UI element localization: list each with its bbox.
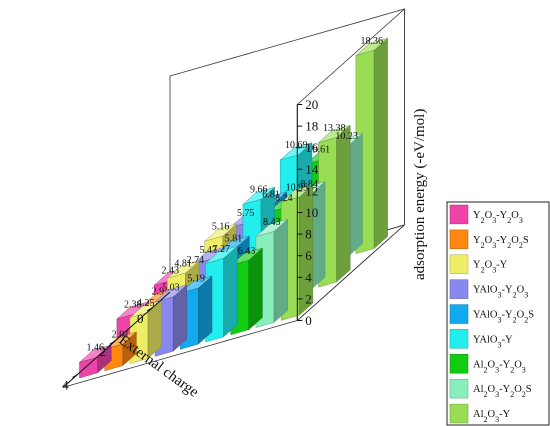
legend-label: Al2O3-Y2O3 bbox=[473, 359, 526, 374]
x-tick-label: 0 bbox=[137, 311, 144, 326]
x-tick bbox=[147, 307, 153, 312]
legend-swatch bbox=[449, 254, 469, 274]
legend-item: Y2O3-Y2O3 bbox=[449, 204, 523, 225]
data-label: 6.43 bbox=[238, 246, 256, 257]
legend-item: Al2O3-Y bbox=[449, 403, 511, 424]
legend-swatch bbox=[449, 279, 469, 299]
data-label: 6.81 bbox=[262, 189, 280, 200]
data-label: 5.03 bbox=[162, 283, 180, 294]
bar-top bbox=[180, 275, 213, 294]
z-tick-label: 14 bbox=[305, 162, 319, 177]
bar-top bbox=[230, 247, 263, 266]
legend-item: Al2O3-Y2O3 bbox=[449, 354, 526, 374]
data-label: 2.01 bbox=[112, 330, 130, 341]
legend-label: Y2O3-Y bbox=[473, 260, 508, 275]
z-tick-label: 18 bbox=[305, 119, 318, 134]
data-label: 2.43 bbox=[161, 266, 179, 277]
legend-swatch bbox=[449, 204, 469, 225]
data-label: 10.69 bbox=[285, 140, 308, 151]
bar-top bbox=[104, 331, 137, 350]
data-label: 1.46 bbox=[87, 343, 105, 354]
bar-top bbox=[255, 219, 288, 237]
bar-side bbox=[373, 37, 388, 249]
data-label: 5.75 bbox=[237, 208, 255, 219]
data-label: 13.38 bbox=[323, 123, 346, 134]
data-label: 18.36 bbox=[361, 36, 384, 47]
bar-top bbox=[318, 125, 351, 143]
legend-label: YAlO3-Y2O3 bbox=[473, 285, 528, 300]
bar-top bbox=[129, 300, 162, 318]
legend-item: YAlO3-Y2O2S bbox=[449, 304, 534, 325]
legend-label: YAlO3-Y bbox=[473, 334, 513, 349]
data-label: 8.84 bbox=[300, 179, 318, 190]
data-label: 10.23 bbox=[335, 131, 358, 142]
bar-top bbox=[355, 38, 388, 56]
bar-side bbox=[223, 245, 238, 338]
data-label: 7.27 bbox=[213, 244, 231, 255]
x-tick-label: 4 bbox=[62, 378, 69, 393]
z-tick-label: 2 bbox=[305, 291, 312, 306]
bar-top bbox=[116, 301, 149, 320]
z-axis-title: adsorption energy (-eV/mol) bbox=[412, 109, 428, 280]
bar-top bbox=[192, 247, 225, 265]
x-tick bbox=[72, 374, 78, 378]
x-tick-label: 2 bbox=[100, 344, 107, 359]
legend-swatch bbox=[449, 354, 469, 374]
bar bbox=[79, 344, 112, 379]
legend-label: YAlO3-Y2O2S bbox=[473, 310, 534, 325]
z-tick-label: 8 bbox=[305, 227, 312, 242]
data-label: 9.66 bbox=[250, 185, 268, 196]
legend-item: Y2O3-Y2O2S bbox=[449, 229, 529, 250]
bar-side bbox=[336, 124, 351, 283]
legend: Y2O3-Y2O3 Y2O3-Y2O2S Y2O3-Y YAlO3-Y2O3 YAlO3… bbox=[446, 201, 550, 426]
data-label: 2.9 bbox=[152, 287, 165, 298]
bar-side bbox=[248, 247, 263, 331]
z-tick-label: 10 bbox=[305, 205, 318, 220]
data-label: 5.19 bbox=[187, 274, 205, 285]
bar-top bbox=[204, 223, 237, 242]
z-tick-label: 6 bbox=[305, 248, 312, 263]
legend-item: Al2O3-Y2O2S bbox=[449, 378, 532, 399]
data-label: 5.16 bbox=[212, 222, 230, 233]
legend-swatch bbox=[449, 304, 469, 324]
z-tick-label: 20 bbox=[305, 97, 318, 112]
bar-top bbox=[242, 186, 275, 205]
data-label: 8.24 bbox=[275, 193, 293, 204]
bar-top bbox=[167, 260, 200, 279]
data-label: 4.81 bbox=[174, 259, 192, 270]
legend-item: YAlO3-Y bbox=[449, 329, 513, 349]
z-tick-label: 0 bbox=[305, 313, 312, 328]
legend-swatch bbox=[449, 378, 469, 399]
legend-label: Y2O3-Y2O2S bbox=[473, 235, 529, 250]
z-tick-label: 4 bbox=[305, 270, 312, 285]
bar-side bbox=[273, 218, 288, 323]
legend-label: Al2O3-Y bbox=[473, 409, 511, 424]
z-tick-label: 16 bbox=[305, 140, 319, 155]
legend-swatch bbox=[449, 229, 469, 250]
legend-item: YAlO3-Y2O3 bbox=[449, 279, 528, 300]
bar-top bbox=[280, 142, 313, 161]
legend-label: Y2O3-Y2O3 bbox=[473, 210, 523, 225]
data-label: 4.25 bbox=[137, 298, 155, 309]
legend-label: Al2O3-Y2O2S bbox=[473, 384, 532, 399]
data-label: 5.81 bbox=[225, 234, 243, 245]
axes: 0 2 4 6 8 10 12 14 16 18 20 0 2 4 bbox=[62, 97, 319, 393]
data-label: 9.61 bbox=[313, 145, 331, 156]
bar-side bbox=[348, 132, 363, 257]
legend-swatch bbox=[449, 403, 469, 424]
data-label: 2.38 bbox=[124, 299, 142, 310]
x-tick bbox=[109, 340, 116, 345]
data-label: 8.43 bbox=[263, 217, 281, 228]
bar-top bbox=[205, 246, 238, 264]
bars bbox=[79, 37, 388, 379]
legend-swatch bbox=[449, 329, 469, 349]
z-tick-label: 12 bbox=[305, 183, 318, 198]
legend-item: Y2O3-Y bbox=[449, 254, 508, 275]
data-label: 5.43 bbox=[200, 245, 218, 256]
data-label: 2.74 bbox=[187, 255, 205, 266]
